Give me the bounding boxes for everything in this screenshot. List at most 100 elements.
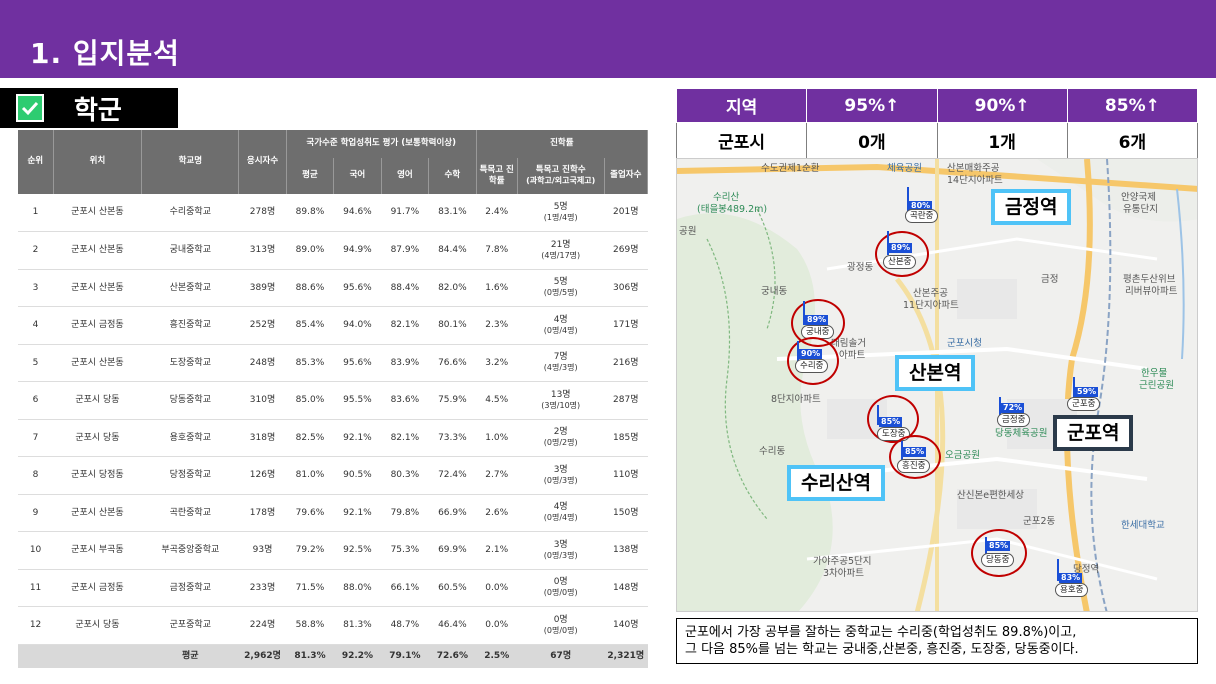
cell-cnt-sub: (0명/0명) <box>543 625 578 635</box>
cell-rate: 1.6% <box>476 269 518 307</box>
cell-cnt: 2명 (0명/2명) <box>517 419 605 457</box>
cell-cnt-main: 3명 <box>553 539 568 550</box>
cell-rate: 2.6% <box>476 494 518 532</box>
cell-kor: 95.6% <box>333 344 382 382</box>
cell-math: 72.4% <box>428 456 477 495</box>
header-location: 위치 <box>53 130 143 194</box>
map-label-taeeulbong: (태을봉489.2m) <box>697 204 768 215</box>
map-label-sports-park: 체육공원 <box>887 163 922 174</box>
stats-95-value: 0개 <box>806 122 938 159</box>
school-map: 수도권제1순환 체육공원 산본매화주공 14단지아파트 수리산 (태을봉489.… <box>676 158 1198 612</box>
marker-dangdong-name: 당동중 <box>981 553 1015 567</box>
cell-cnt-main: 0명 <box>553 614 568 625</box>
cell-rate: 0.0% <box>476 569 518 607</box>
cell-eng: 66.1% <box>381 569 429 607</box>
header-school: 학교명 <box>141 130 240 194</box>
cell-rank: 4 <box>18 306 54 345</box>
cell-rate: 7.8% <box>476 231 518 270</box>
marker-gokran-pct: 80% <box>909 201 933 211</box>
note-line-2: 그 다음 85%를 넘는 학교는 궁내중,산본중, 흥진중, 도장중, 당동중이… <box>685 642 1079 657</box>
cell-cnt-main: 0명 <box>553 577 568 588</box>
cell-avg: 79.2% <box>286 531 334 570</box>
cell-cnt-main: 3명 <box>553 464 568 475</box>
cell-school: 곡란중학교 <box>141 494 239 532</box>
cell-rank: 10 <box>18 531 54 570</box>
cell-rate: 2.7% <box>476 456 518 495</box>
cell-school: 부곡중앙중학교 <box>141 531 239 570</box>
table-row: 7 군포시 당동 용호중학교 318명 82.5% 92.1% 82.1% 73.3% 1.0%… <box>18 419 648 457</box>
cell-kor: 95.6% <box>333 269 382 307</box>
cell-rate: 2.4% <box>476 194 518 232</box>
header-graduates: 졸업자수 <box>604 158 649 194</box>
marker-dojang-pct: 85% <box>879 417 903 427</box>
cell-avg: 89.8% <box>286 194 334 232</box>
cell-math: 66.9% <box>428 494 477 532</box>
marker-sanbon-pct: 89% <box>889 243 913 253</box>
cell-school: 당정중학교 <box>141 456 239 495</box>
cell-kor: 95.5% <box>333 381 382 420</box>
cell-kor: 92.1% <box>333 494 382 532</box>
cell-cnt-sub: (0명/5명) <box>543 288 578 298</box>
cell-loc: 군포시 금정동 <box>53 306 142 345</box>
cell-math: 69.9% <box>428 531 477 570</box>
marker-suri-name: 수리중 <box>795 359 829 373</box>
footer-cell-cnt: 67명 <box>517 644 605 668</box>
cell-cnt: 21명 (4명/17명) <box>517 231 605 270</box>
cell-avg: 79.6% <box>286 494 334 532</box>
map-label-hanumul: 한우물 <box>1141 368 1168 379</box>
cell-grad: 110명 <box>604 456 648 495</box>
footer-cell-rate: 2.5% <box>476 644 518 668</box>
map-label-gungnae: 궁내동 <box>761 286 788 297</box>
cell-rank: 2 <box>18 231 54 270</box>
table-row: 12 군포시 당동 군포중학교 224명 58.8% 81.3% 48.7% 46.4% 0.0… <box>18 606 648 645</box>
marker-gunpo-pct: 59% <box>1075 387 1099 397</box>
map-label-daelim: 대림솔거 <box>831 338 866 349</box>
cell-cnt-main: 2명 <box>553 427 568 438</box>
cell-eng: 82.1% <box>381 419 429 457</box>
cell-cnt-sub: (0명/4명) <box>543 325 578 335</box>
map-label-doosan: 평촌두산위브 <box>1123 274 1176 285</box>
footer-cell-avg: 81.3% <box>286 644 334 668</box>
cell-exam: 310명 <box>238 381 287 420</box>
cell-math: 80.1% <box>428 306 477 345</box>
page-header: 1. 입지분석 <box>0 0 1216 78</box>
cell-kor: 94.6% <box>333 194 382 232</box>
marker-gokran-name: 곡란중 <box>905 209 939 223</box>
header-special-count: 특목고 진학수 (과학고/외고국제고) <box>517 158 605 194</box>
header-special-count-sub: (과학고/외고국제고) <box>526 176 596 186</box>
cell-cnt: 0명 (0명/0명) <box>517 569 605 607</box>
cell-exam: 233명 <box>238 569 287 607</box>
cell-cnt: 13명 (3명/10명) <box>517 381 605 420</box>
stats-header-90: 90%↑ <box>936 88 1068 123</box>
table-row: 4 군포시 금정동 흥진중학교 252명 85.4% 94.0% 82.1% 80.1% 2.3… <box>18 306 648 345</box>
cell-school: 수리중학교 <box>141 194 239 232</box>
cell-math: 46.4% <box>428 606 477 645</box>
table-row: 6 군포시 당동 당동중학교 310명 85.0% 95.5% 83.6% 75.9% 4.5%… <box>18 381 648 420</box>
cell-kor: 94.0% <box>333 306 382 345</box>
stats-90-value: 1개 <box>936 122 1068 159</box>
cell-loc: 군포시 금정동 <box>53 569 142 607</box>
cell-exam: 313명 <box>238 231 287 270</box>
marker-dangdong-pct: 85% <box>987 541 1011 551</box>
map-label-suri-dong: 수리동 <box>759 446 786 457</box>
cell-cnt: 4명 (0명/4명) <box>517 306 605 345</box>
cell-loc: 군포시 당동 <box>53 606 142 645</box>
cell-kor: 81.3% <box>333 606 382 645</box>
header-national: 국가수준 학업성취도 평가 (보통학력이상) <box>286 130 477 158</box>
cell-exam: 318명 <box>238 419 287 457</box>
cell-avg: 82.5% <box>286 419 334 457</box>
footer-cell-kor: 92.2% <box>333 644 382 668</box>
cell-rank: 6 <box>18 381 54 420</box>
map-label-hansei: 한세대학교 <box>1121 520 1165 531</box>
cell-cnt: 0명 (0명/0명) <box>517 606 605 645</box>
table-footer-row: 평균 2,962명 81.3% 92.2% 79.1% 72.6% 2.5% 67명 2,321… <box>18 644 648 668</box>
cell-exam: 248명 <box>238 344 287 382</box>
note-line-1: 군포에서 가장 공부를 잘하는 중학교는 수리중(학업성취도 89.8%)이고, <box>685 625 1077 640</box>
cell-avg: 89.0% <box>286 231 334 270</box>
cell-rank: 3 <box>18 269 54 307</box>
cell-math: 84.4% <box>428 231 477 270</box>
cell-school: 용호중학교 <box>141 419 239 457</box>
cell-eng: 88.4% <box>381 269 429 307</box>
cell-exam: 126명 <box>238 456 287 495</box>
cell-math: 82.0% <box>428 269 477 307</box>
